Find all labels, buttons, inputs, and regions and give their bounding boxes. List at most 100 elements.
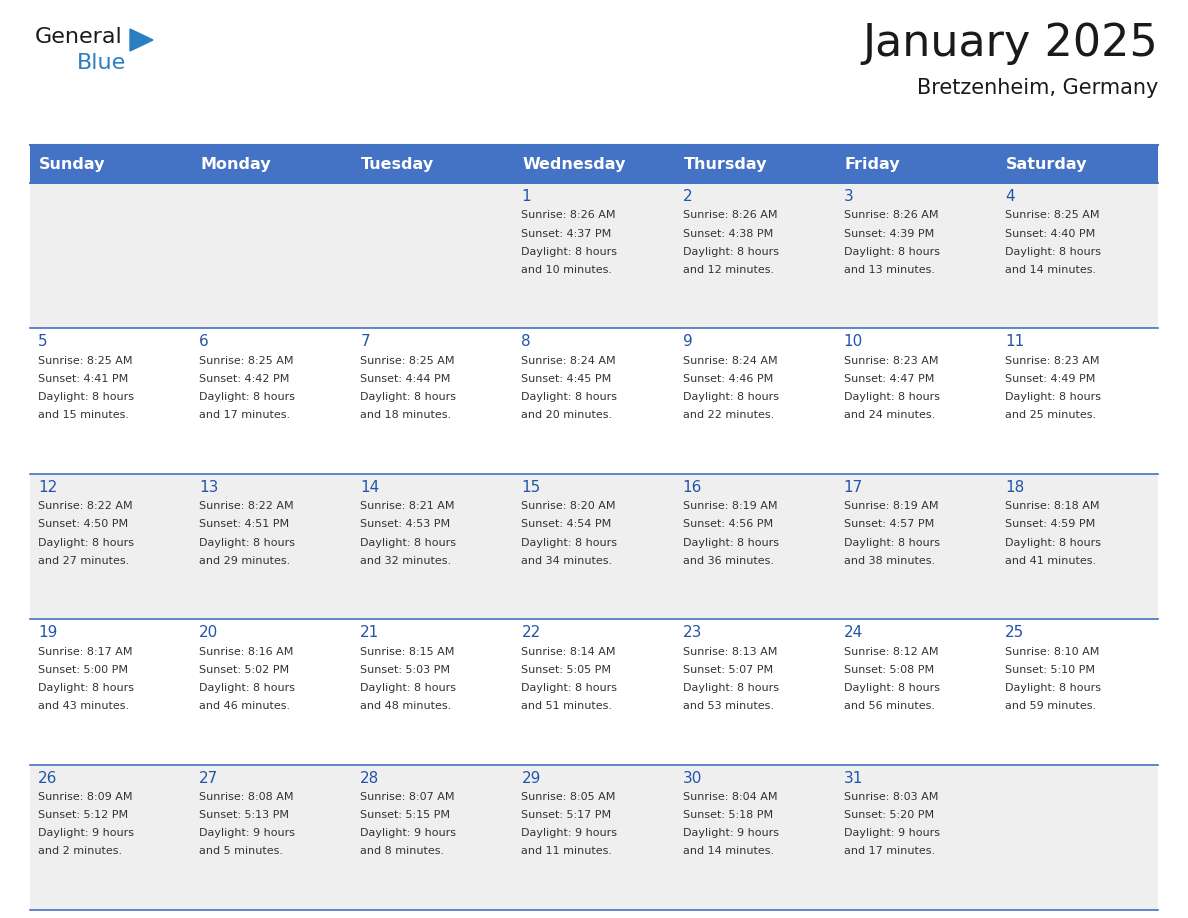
Text: Monday: Monday	[200, 156, 271, 172]
Bar	[353, 145, 513, 183]
Text: Sunset: 4:39 PM: Sunset: 4:39 PM	[843, 229, 934, 239]
Text: Daylight: 8 hours: Daylight: 8 hours	[522, 683, 618, 693]
Text: Thursday: Thursday	[683, 156, 767, 172]
Text: Daylight: 9 hours: Daylight: 9 hours	[522, 828, 618, 838]
Text: 5: 5	[38, 334, 48, 350]
Text: Daylight: 8 hours: Daylight: 8 hours	[360, 683, 456, 693]
Text: 9: 9	[683, 334, 693, 350]
Text: Daylight: 8 hours: Daylight: 8 hours	[200, 538, 295, 547]
Text: Sunset: 4:41 PM: Sunset: 4:41 PM	[38, 374, 128, 384]
Text: Sunset: 4:59 PM: Sunset: 4:59 PM	[1005, 520, 1095, 530]
Bar	[191, 145, 353, 183]
Bar	[191, 620, 353, 765]
Text: Sunrise: 8:22 AM: Sunrise: 8:22 AM	[200, 501, 293, 511]
Text: 30: 30	[683, 770, 702, 786]
Text: Sunset: 4:54 PM: Sunset: 4:54 PM	[522, 520, 612, 530]
Text: Sunset: 5:15 PM: Sunset: 5:15 PM	[360, 811, 450, 820]
Text: Sunrise: 8:14 AM: Sunrise: 8:14 AM	[522, 646, 615, 656]
Text: Sunrise: 8:21 AM: Sunrise: 8:21 AM	[360, 501, 455, 511]
Text: 25: 25	[1005, 625, 1024, 640]
Text: Sunset: 4:37 PM: Sunset: 4:37 PM	[522, 229, 612, 239]
Text: General: General	[34, 27, 122, 47]
Text: Sunrise: 8:12 AM: Sunrise: 8:12 AM	[843, 646, 939, 656]
Text: Daylight: 8 hours: Daylight: 8 hours	[843, 683, 940, 693]
Text: 15: 15	[522, 480, 541, 495]
Text: Sunset: 5:13 PM: Sunset: 5:13 PM	[200, 811, 289, 820]
Text: Daylight: 9 hours: Daylight: 9 hours	[683, 828, 778, 838]
Text: Daylight: 8 hours: Daylight: 8 hours	[38, 392, 134, 402]
Text: and 13 minutes.: and 13 minutes.	[843, 265, 935, 274]
Text: Daylight: 8 hours: Daylight: 8 hours	[522, 538, 618, 547]
Text: Sunrise: 8:13 AM: Sunrise: 8:13 AM	[683, 646, 777, 656]
Text: Sunday: Sunday	[39, 156, 106, 172]
Text: 6: 6	[200, 334, 209, 350]
Text: Sunrise: 8:24 AM: Sunrise: 8:24 AM	[522, 356, 617, 366]
Bar	[353, 183, 513, 329]
Text: 26: 26	[38, 770, 57, 786]
Text: Sunset: 5:08 PM: Sunset: 5:08 PM	[843, 665, 934, 675]
Text: Sunrise: 8:23 AM: Sunrise: 8:23 AM	[843, 356, 939, 366]
Text: Sunset: 5:10 PM: Sunset: 5:10 PM	[1005, 665, 1095, 675]
Text: and 29 minutes.: and 29 minutes.	[200, 555, 290, 565]
Text: 10: 10	[843, 334, 862, 350]
Text: Sunset: 5:20 PM: Sunset: 5:20 PM	[843, 811, 934, 820]
Bar	[997, 329, 1158, 474]
Text: Daylight: 9 hours: Daylight: 9 hours	[38, 828, 134, 838]
Text: Daylight: 8 hours: Daylight: 8 hours	[360, 392, 456, 402]
Text: Sunset: 4:53 PM: Sunset: 4:53 PM	[360, 520, 450, 530]
Text: Sunset: 5:00 PM: Sunset: 5:00 PM	[38, 665, 128, 675]
Text: Sunrise: 8:10 AM: Sunrise: 8:10 AM	[1005, 646, 1099, 656]
Bar	[353, 620, 513, 765]
Text: Daylight: 8 hours: Daylight: 8 hours	[200, 683, 295, 693]
Bar	[835, 474, 997, 620]
Bar	[997, 765, 1158, 910]
Bar	[835, 329, 997, 474]
Bar	[835, 620, 997, 765]
Text: Sunset: 5:02 PM: Sunset: 5:02 PM	[200, 665, 289, 675]
Text: and 38 minutes.: and 38 minutes.	[843, 555, 935, 565]
Text: Blue: Blue	[77, 53, 126, 73]
Text: and 14 minutes.: and 14 minutes.	[683, 846, 773, 856]
Bar	[191, 183, 353, 329]
Text: Daylight: 8 hours: Daylight: 8 hours	[522, 247, 618, 257]
Text: Sunrise: 8:24 AM: Sunrise: 8:24 AM	[683, 356, 777, 366]
Text: Sunset: 4:50 PM: Sunset: 4:50 PM	[38, 520, 128, 530]
Text: Friday: Friday	[845, 156, 901, 172]
Bar	[30, 145, 191, 183]
Bar	[191, 474, 353, 620]
Text: Sunset: 4:47 PM: Sunset: 4:47 PM	[843, 374, 934, 384]
Text: Wednesday: Wednesday	[523, 156, 626, 172]
Text: 28: 28	[360, 770, 379, 786]
Bar	[191, 329, 353, 474]
Text: Daylight: 8 hours: Daylight: 8 hours	[683, 538, 778, 547]
Text: and 18 minutes.: and 18 minutes.	[360, 410, 451, 420]
Bar	[30, 183, 191, 329]
Text: Sunrise: 8:09 AM: Sunrise: 8:09 AM	[38, 792, 133, 802]
Text: Daylight: 8 hours: Daylight: 8 hours	[1005, 538, 1101, 547]
Text: 13: 13	[200, 480, 219, 495]
Bar	[513, 765, 675, 910]
Text: Daylight: 8 hours: Daylight: 8 hours	[843, 538, 940, 547]
Text: Sunrise: 8:17 AM: Sunrise: 8:17 AM	[38, 646, 133, 656]
Bar	[30, 474, 191, 620]
Text: and 51 minutes.: and 51 minutes.	[522, 701, 613, 711]
Text: 20: 20	[200, 625, 219, 640]
Text: Sunrise: 8:19 AM: Sunrise: 8:19 AM	[683, 501, 777, 511]
Bar	[675, 474, 835, 620]
Text: 16: 16	[683, 480, 702, 495]
Text: 24: 24	[843, 625, 862, 640]
Text: 22: 22	[522, 625, 541, 640]
Bar	[675, 620, 835, 765]
Text: Daylight: 8 hours: Daylight: 8 hours	[1005, 247, 1101, 257]
Text: Daylight: 8 hours: Daylight: 8 hours	[683, 247, 778, 257]
Text: Sunrise: 8:07 AM: Sunrise: 8:07 AM	[360, 792, 455, 802]
Bar	[191, 765, 353, 910]
Text: Sunrise: 8:26 AM: Sunrise: 8:26 AM	[843, 210, 939, 220]
Text: Daylight: 8 hours: Daylight: 8 hours	[1005, 392, 1101, 402]
Text: and 8 minutes.: and 8 minutes.	[360, 846, 444, 856]
Text: 23: 23	[683, 625, 702, 640]
Text: 18: 18	[1005, 480, 1024, 495]
Text: and 5 minutes.: and 5 minutes.	[200, 846, 283, 856]
Text: Sunrise: 8:25 AM: Sunrise: 8:25 AM	[1005, 210, 1099, 220]
Text: Sunset: 5:18 PM: Sunset: 5:18 PM	[683, 811, 772, 820]
